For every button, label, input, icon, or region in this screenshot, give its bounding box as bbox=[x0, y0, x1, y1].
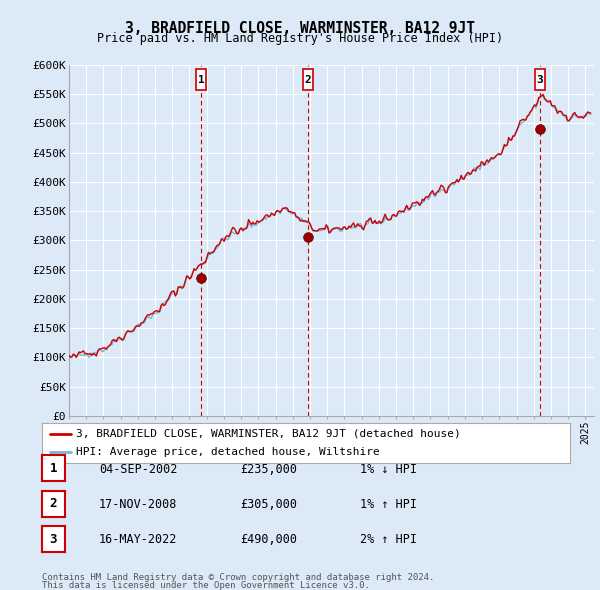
Text: 16-MAY-2022: 16-MAY-2022 bbox=[99, 533, 178, 546]
Text: 04-SEP-2002: 04-SEP-2002 bbox=[99, 463, 178, 476]
FancyBboxPatch shape bbox=[535, 69, 545, 90]
FancyBboxPatch shape bbox=[303, 69, 313, 90]
Text: 2: 2 bbox=[50, 497, 57, 510]
FancyBboxPatch shape bbox=[196, 69, 206, 90]
Text: This data is licensed under the Open Government Licence v3.0.: This data is licensed under the Open Gov… bbox=[42, 581, 370, 590]
Text: Price paid vs. HM Land Registry's House Price Index (HPI): Price paid vs. HM Land Registry's House … bbox=[97, 32, 503, 45]
Text: £235,000: £235,000 bbox=[240, 463, 297, 476]
Text: 1: 1 bbox=[197, 74, 205, 84]
Text: £305,000: £305,000 bbox=[240, 498, 297, 511]
Text: 1: 1 bbox=[50, 462, 57, 475]
Text: 17-NOV-2008: 17-NOV-2008 bbox=[99, 498, 178, 511]
Text: 3: 3 bbox=[50, 533, 57, 546]
Text: 3, BRADFIELD CLOSE, WARMINSTER, BA12 9JT: 3, BRADFIELD CLOSE, WARMINSTER, BA12 9JT bbox=[125, 21, 475, 35]
Text: 2% ↑ HPI: 2% ↑ HPI bbox=[360, 533, 417, 546]
Text: HPI: Average price, detached house, Wiltshire: HPI: Average price, detached house, Wilt… bbox=[76, 447, 380, 457]
Text: 2: 2 bbox=[305, 74, 311, 84]
Text: 1% ↓ HPI: 1% ↓ HPI bbox=[360, 463, 417, 476]
Text: 3: 3 bbox=[537, 74, 544, 84]
Text: 3, BRADFIELD CLOSE, WARMINSTER, BA12 9JT (detached house): 3, BRADFIELD CLOSE, WARMINSTER, BA12 9JT… bbox=[76, 429, 461, 439]
Text: £490,000: £490,000 bbox=[240, 533, 297, 546]
Text: 1% ↑ HPI: 1% ↑ HPI bbox=[360, 498, 417, 511]
Text: Contains HM Land Registry data © Crown copyright and database right 2024.: Contains HM Land Registry data © Crown c… bbox=[42, 572, 434, 582]
